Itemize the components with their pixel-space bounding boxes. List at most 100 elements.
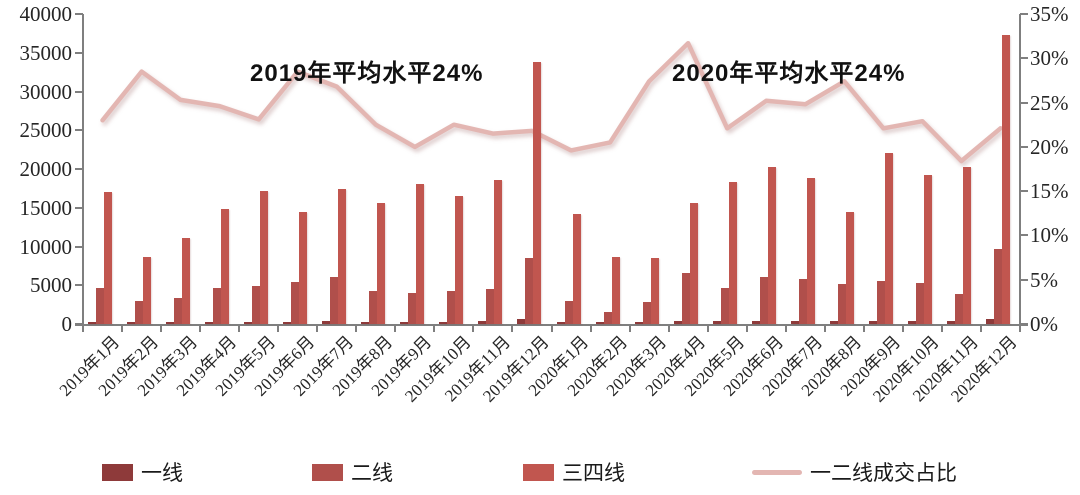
right-axis-tick-label: 0% [1030,312,1058,336]
annotation-2020-average: 2020年平均水平24% [672,60,906,87]
x-axis-tick [979,325,982,332]
x-axis-tick [862,325,865,332]
bar-tier2 [642,302,651,324]
left-axis-tick-label: 30000 [19,79,73,104]
left-axis-tick [75,323,83,325]
right-axis-tick-label: 20% [1030,134,1069,159]
x-axis-tick [82,325,84,332]
bar-tier2 [837,284,846,324]
bar-tier2 [915,283,924,324]
x-axis-tick [940,325,943,332]
x-axis-tick [706,325,709,332]
bar-tier1 [829,321,838,324]
tier2-swatch [312,463,343,481]
legend-label-ratio: 一二线成交占比 [810,461,957,485]
bar-tier34 [728,182,737,324]
bar-tier34 [1001,35,1010,324]
bar-tier2 [174,298,183,324]
tier1-swatch [102,463,133,481]
bar-tier2 [252,286,261,324]
bar-tier2 [720,288,729,324]
bar-tier1 [946,321,955,324]
legend-item-tier2: 二线 [312,455,393,489]
left-y-axis-line [82,14,84,325]
bar-tier1 [361,322,370,324]
left-axis-tick [75,90,83,93]
left-axis-tick-label: 20000 [19,157,73,181]
annotation-2019-average: 2019年平均水平24% [250,60,484,87]
right-axis-tick-label: 35% [1030,2,1069,26]
x-axis-tick [121,325,124,332]
bar-tier1 [634,322,643,324]
left-axis-tick [75,284,83,287]
bar-tier2 [486,289,495,324]
x-axis-tick [589,325,592,332]
right-axis-tick [1020,57,1028,60]
left-axis-tick [75,168,83,170]
bar-tier34 [572,214,581,324]
bar-tier34 [806,178,815,324]
x-axis-tick [394,325,397,332]
bar-tier34 [923,175,932,324]
bar-tier1 [166,322,175,324]
x-axis-tick [667,325,670,332]
bar-tier34 [611,257,620,324]
bar-tier2 [876,281,885,324]
right-axis-tick [1020,323,1028,325]
left-axis-tick [75,245,83,248]
bar-tier34 [377,203,386,324]
right-axis-tick-label: 15% [1030,179,1069,204]
right-axis-tick-label: 10% [1030,223,1069,248]
ratio-line-swatch [752,469,802,475]
bar-tier34 [884,153,893,324]
bar-tier1 [244,322,253,324]
bar-tier1 [322,321,331,324]
right-axis-tick-label: 30% [1030,46,1069,71]
bar-tier1 [556,322,565,324]
x-axis-tick [901,325,904,332]
bar-tier1 [868,321,877,324]
legend-label-tier1: 一线 [141,461,183,485]
bar-tier1 [712,321,721,324]
right-y-axis-line [1019,14,1021,325]
bar-tier34 [221,209,230,324]
left-axis-tick-label: 40000 [19,2,73,26]
bar-tier1 [517,319,526,324]
bar-tier34 [416,184,425,324]
bar-tier34 [299,212,308,324]
legend-label-tier2: 二线 [351,461,393,485]
left-axis-tick-label: 10000 [19,234,73,259]
bar-tier2 [96,288,104,324]
bar-tier2 [954,294,963,324]
bar-tier2 [135,301,144,324]
bar-tier1 [127,322,136,324]
bar-tier1 [751,321,760,324]
tier34-swatch [523,463,554,481]
left-axis-tick [75,51,83,54]
bar-tier2 [759,277,768,324]
x-axis-tick [355,325,358,332]
x-axis-tick [823,325,826,332]
bar-tier34 [962,167,971,324]
legend-item-tier1: 一线 [102,455,183,489]
left-axis-tick [75,13,83,15]
bar-tier2 [798,279,807,324]
right-axis-tick [1020,13,1028,15]
bar-tier1 [907,321,916,324]
bar-tier2 [525,258,534,324]
x-axis-tick [433,325,436,332]
bar-tier2 [213,288,222,324]
bar-tier1 [88,322,96,324]
bar-tier2 [408,293,417,324]
x-axis-tick [472,325,475,332]
legend-item-tier34: 三四线 [523,455,625,489]
left-axis-tick-label: 25000 [19,118,73,143]
bar-tier34 [689,203,698,324]
left-axis-tick-label: 15000 [19,195,73,220]
x-axis-tick [199,325,202,332]
right-axis-tick [1020,145,1028,148]
left-axis-tick [75,129,83,132]
bar-tier34 [260,191,269,324]
bar-tier1 [400,322,409,324]
